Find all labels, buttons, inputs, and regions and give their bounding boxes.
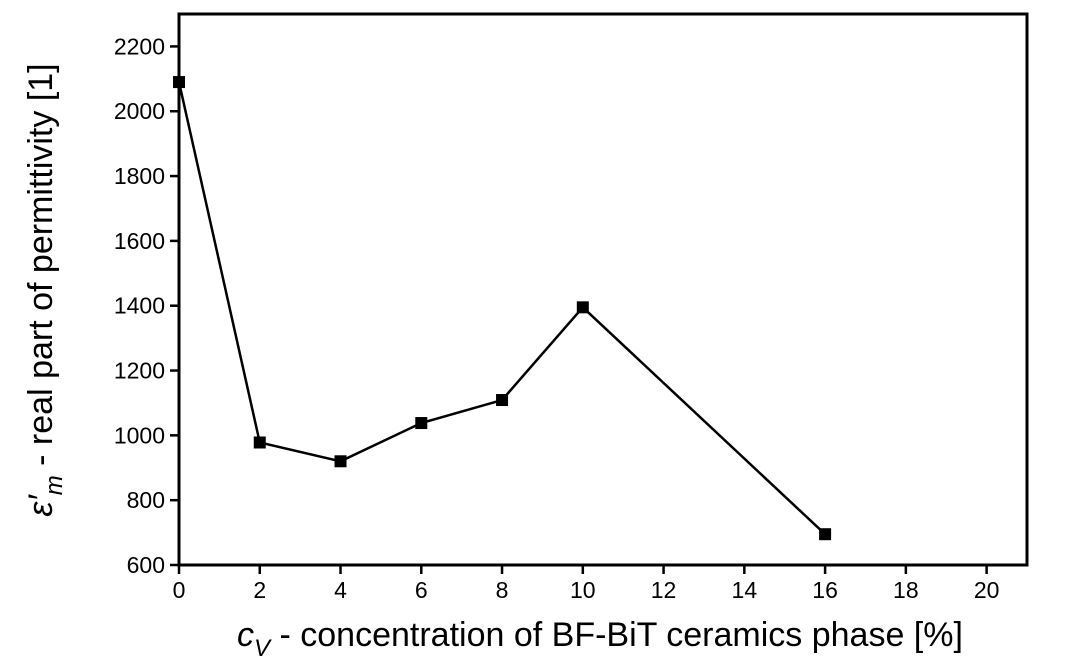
y-tick-label: 1800: [114, 163, 165, 189]
x-tick-label: 14: [732, 577, 758, 603]
x-tick-label: 8: [496, 577, 509, 603]
data-point: [496, 394, 509, 407]
y-tick-label: 1600: [114, 228, 165, 254]
data-point: [576, 301, 589, 314]
x-tick-label: 4: [334, 577, 347, 603]
data-point: [415, 417, 428, 430]
y-label-text: - real part of permittivity [1]: [22, 63, 60, 475]
x-label-subscript: V: [254, 635, 272, 657]
y-tick-label: 1000: [114, 422, 165, 448]
x-label-symbol: c: [237, 616, 254, 654]
y-axis-label: ε′m - real part of permittivity [1]: [22, 63, 68, 516]
x-tick-label: 12: [651, 577, 677, 603]
x-axis-label: cV - concentration of BF-BiT ceramics ph…: [237, 616, 963, 657]
data-point: [334, 455, 347, 468]
y-tick-label: 800: [127, 487, 165, 513]
x-tick-label: 6: [415, 577, 428, 603]
y-label-subscript: m: [41, 475, 68, 495]
x-tick-label: 16: [812, 577, 838, 603]
y-tick-label: 600: [127, 552, 165, 578]
y-tick-label: 2200: [114, 33, 165, 59]
y-tick-label: 2000: [114, 98, 165, 124]
data-point: [173, 76, 185, 89]
data-line: [177, 81, 826, 536]
x-tick-label: 20: [974, 577, 1000, 603]
y-label-symbol: ε′: [22, 494, 60, 517]
x-tick-label: 0: [173, 577, 186, 603]
data-point: [819, 528, 832, 541]
data-point: [253, 436, 266, 449]
y-tick-label: 1400: [114, 293, 165, 319]
x-tick-label: 10: [570, 577, 596, 603]
x-label-text: - concentration of BF-BiT ceramics phase…: [270, 616, 963, 654]
x-tick-label: 2: [253, 577, 266, 603]
y-tick-label: 1200: [114, 358, 165, 384]
plot-frame: [177, 12, 1029, 567]
x-tick-label: 18: [893, 577, 919, 603]
